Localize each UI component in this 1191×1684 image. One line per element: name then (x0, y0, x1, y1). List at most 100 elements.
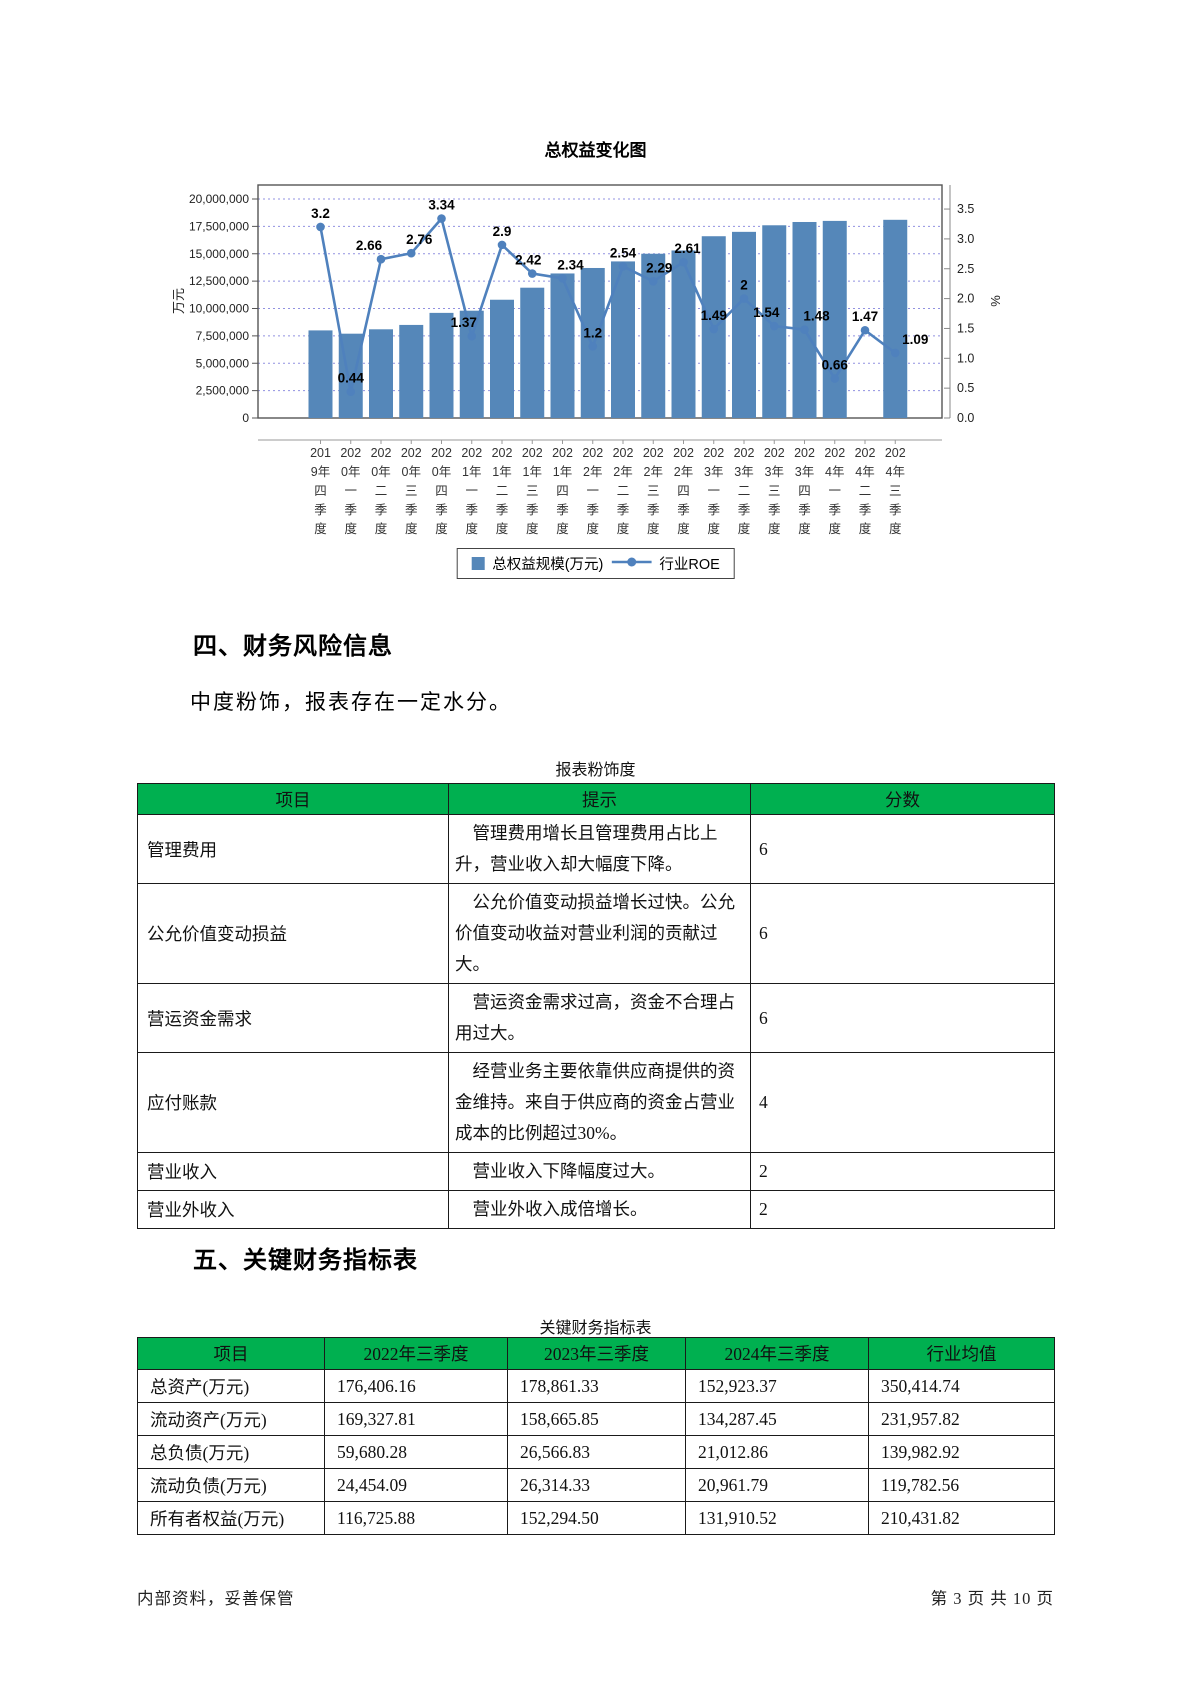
category-label: 季 (707, 503, 720, 517)
category-label: 三 (768, 484, 781, 498)
bar (762, 225, 787, 418)
category-label: 一 (586, 484, 599, 498)
category-label: 四 (677, 484, 690, 498)
value-cell: 152,294.50 (507, 1501, 686, 1535)
bar (732, 231, 756, 418)
category-label: 三 (647, 484, 660, 498)
left-axis-tick-label: 5,000,000 (196, 356, 250, 370)
value-cell: 20,961.79 (685, 1468, 869, 1502)
item-cell: 营业外收入 (137, 1190, 449, 1229)
category-label: 季 (405, 503, 418, 517)
table-row: 管理费用 管理费用增长且管理费用占比上升，营业收入却大幅度下降。 6 (137, 814, 1055, 884)
line-point (527, 269, 537, 278)
section4-heading: 四、财务风险信息 (193, 633, 393, 660)
line-legend-swatch (611, 556, 652, 572)
category-label: 度 (496, 521, 509, 536)
data-label: 2.61 (674, 241, 701, 256)
line-point (739, 294, 749, 303)
value-cell: 总负债(万元) (137, 1435, 325, 1469)
table-row: 公允价值变动损益 公允价值变动损益增长过快。公允价值变动收益对营业利润的贡献过大。… (137, 883, 1055, 984)
right-axis-tick-label: 0.0 (957, 411, 974, 425)
column-header: 2024年三季度 (685, 1337, 869, 1370)
left-axis-tick-label: 0 (242, 411, 249, 425)
column-header: 项目 (137, 783, 449, 815)
category-label: 季 (768, 503, 781, 517)
category-label: 1年 (462, 465, 481, 479)
line-point (860, 325, 870, 335)
item-cell: 营运资金需求 (137, 983, 449, 1053)
item-cell: 管理费用 (137, 814, 449, 884)
total-equity-chart: 0 2,500,000 5,000,000 7,500,000 10,000,000 12… (171, 184, 1003, 536)
section5-heading: 五、关键财务指标表 (193, 1247, 418, 1274)
category-label: 度 (889, 521, 902, 536)
category-label: 度 (465, 521, 478, 536)
category-label: 四 (314, 484, 327, 498)
category-label: 202 (643, 446, 664, 460)
value-cell: 350,414.74 (868, 1369, 1055, 1403)
category-label: 季 (556, 503, 569, 517)
left-axis-tick-label: 20,000,000 (189, 192, 249, 206)
left-axis-tick-label: 15,000,000 (189, 247, 249, 261)
chart-title: 总权益变化图 (544, 141, 647, 160)
data-label: 3.2 (311, 206, 330, 221)
category-label: 202 (431, 446, 452, 460)
value-cell: 134,287.45 (685, 1402, 869, 1436)
table-row: 所有者权益(万元) 116,725.88 152,294.50 131,910.52 2… (137, 1501, 1055, 1535)
category-label: 度 (768, 521, 781, 536)
value-cell: 所有者权益(万元) (137, 1501, 325, 1535)
category-label: 2年 (674, 465, 693, 479)
value-cell: 139,982.92 (868, 1435, 1055, 1469)
bar (520, 287, 545, 418)
line-point (497, 240, 507, 250)
category-label: 度 (617, 521, 630, 536)
category-label: 三 (889, 484, 902, 498)
category-label: 度 (738, 521, 751, 536)
roe-line (319, 215, 897, 393)
category-label: 二 (375, 484, 388, 498)
right-axis-tick-label: 3.5 (957, 202, 974, 216)
left-axis-title: 万元 (171, 288, 186, 314)
item-cell: 应付账款 (137, 1052, 449, 1153)
category-label: 度 (344, 521, 357, 536)
category-label: 3年 (765, 465, 784, 479)
bar (308, 330, 333, 418)
category-label: 度 (798, 521, 811, 536)
table-header-row: 项目 2022年三季度 2023年三季度 2024年三季度 行业均值 (137, 1337, 1055, 1370)
line-point (437, 214, 446, 223)
category-label: 2年 (583, 465, 602, 479)
table-header-row: 项目 提示 分数 (137, 783, 1055, 815)
category-label: 度 (647, 521, 660, 536)
line-legend-label: 行业ROE (659, 557, 720, 573)
category-label: 度 (859, 521, 872, 536)
right-axis-tick-label: 1.0 (957, 351, 974, 365)
category-label: 1年 (492, 465, 511, 479)
category-label: 201 (310, 446, 331, 460)
hint-cell: 公允价值变动损益增长过快。公允价值变动收益对营业利润的贡献过大。 (448, 883, 751, 984)
data-label: 2.66 (356, 238, 383, 253)
category-label: 0年 (402, 465, 421, 479)
category-label: 0年 (432, 465, 451, 479)
category-label: 202 (461, 446, 482, 460)
category-label: 202 (371, 446, 392, 460)
value-cell: 119,782.56 (868, 1468, 1055, 1502)
footer-page-number: 第 3 页 共 10 页 (930, 1589, 1054, 1608)
value-cell: 总资产(万元) (137, 1369, 325, 1403)
section4-paragraph: 中度粉饰，报表存在一定水分。 (190, 690, 512, 714)
category-label: 三 (405, 484, 418, 498)
category-label: 四 (556, 484, 569, 498)
category-label: 季 (344, 503, 357, 517)
line-point (800, 325, 809, 334)
value-cell: 178,861.33 (507, 1369, 686, 1403)
category-label: 度 (677, 521, 690, 536)
right-axis-tick-label: 3.0 (957, 232, 974, 246)
category-label: 4年 (825, 465, 844, 479)
score-cell: 6 (750, 814, 1055, 884)
data-label: 1.09 (902, 332, 928, 347)
category-label: 4年 (855, 465, 874, 479)
line-point (618, 262, 628, 271)
category-label: 202 (764, 446, 785, 460)
category-label: 度 (314, 521, 327, 536)
category-label: 度 (435, 521, 448, 536)
line-point (346, 387, 356, 397)
